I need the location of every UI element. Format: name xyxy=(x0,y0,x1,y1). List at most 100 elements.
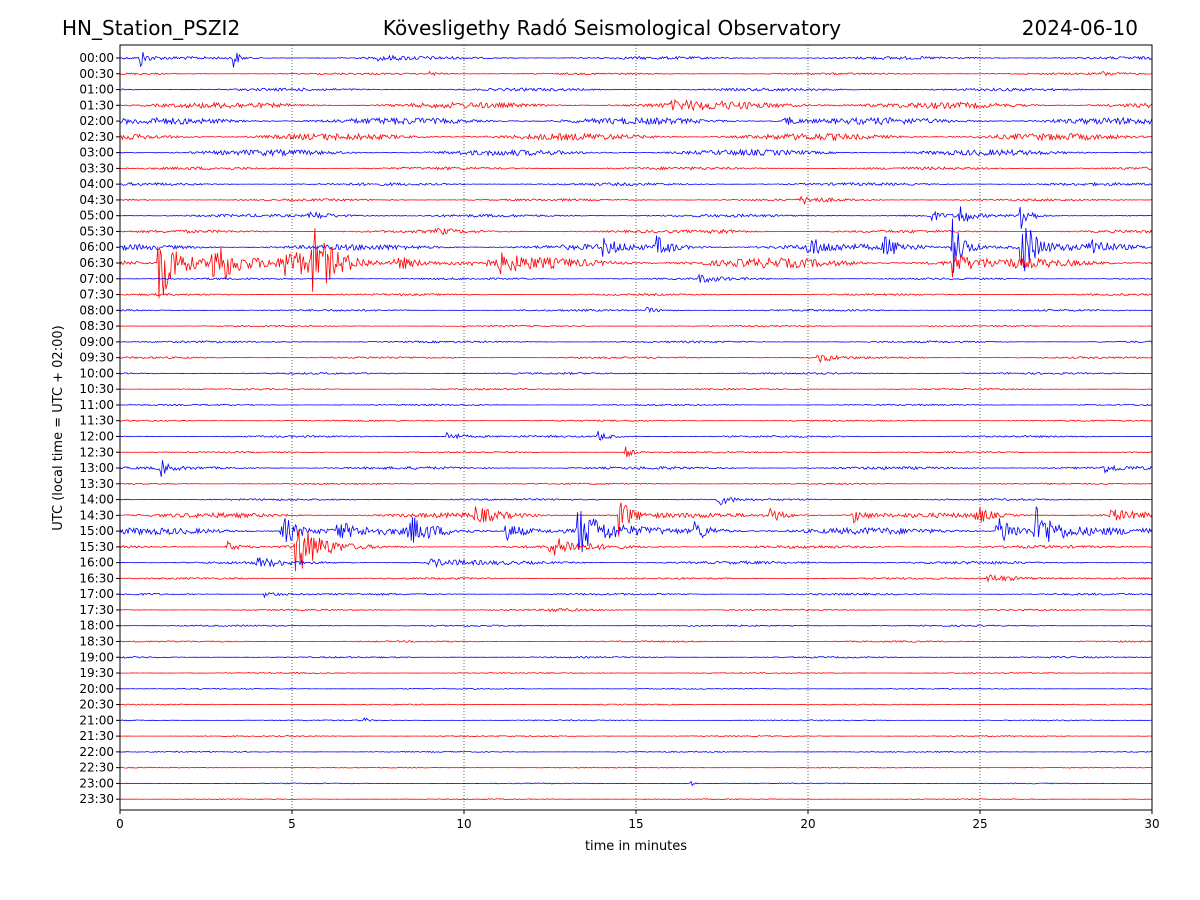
y-tick-label: 13:00 xyxy=(79,461,114,475)
seismic-trace xyxy=(119,403,1153,407)
seismic-trace xyxy=(119,482,1153,486)
y-tick-label: 04:00 xyxy=(79,177,114,191)
seismic-trace xyxy=(119,624,1153,627)
y-tick-label: 07:30 xyxy=(79,288,114,302)
seismic-trace xyxy=(119,529,1153,572)
y-tick-label: 17:00 xyxy=(79,587,114,601)
y-tick-label: 00:30 xyxy=(79,67,114,81)
y-tick-label: 08:30 xyxy=(79,319,114,333)
y-tick-label: 18:30 xyxy=(79,634,114,648)
seismic-trace xyxy=(119,228,1153,236)
seismic-trace xyxy=(119,340,1153,344)
seismic-trace xyxy=(119,766,1153,769)
seismic-trace xyxy=(119,735,1152,738)
y-tick-label: 05:00 xyxy=(79,209,114,223)
seismic-trace xyxy=(119,687,1153,690)
seismic-trace xyxy=(119,324,1153,328)
x-tick-label: 25 xyxy=(972,817,987,831)
y-tick-label: 03:30 xyxy=(79,161,114,175)
seismic-trace xyxy=(119,87,1153,92)
y-tick-label: 11:00 xyxy=(79,398,114,412)
seismic-trace xyxy=(119,371,1153,376)
seismic-trace xyxy=(119,798,1153,801)
y-tick-label: 21:00 xyxy=(79,713,114,727)
y-tick-label: 09:00 xyxy=(79,335,114,349)
y-tick-label: 10:30 xyxy=(79,382,114,396)
y-tick-label: 08:00 xyxy=(79,303,114,317)
y-tick-label: 20:30 xyxy=(79,698,114,712)
seismic-trace xyxy=(119,574,1153,583)
y-tick-label: 04:30 xyxy=(79,193,114,207)
seismic-trace xyxy=(119,195,1153,205)
trace-group xyxy=(119,51,1153,801)
x-tick-label: 0 xyxy=(116,817,124,831)
seismic-trace xyxy=(119,98,1153,112)
y-tick-label: 16:00 xyxy=(79,556,114,570)
seismic-trace xyxy=(119,431,1153,441)
y-tick-label: 23:30 xyxy=(79,792,114,806)
y-tick-label: 01:00 xyxy=(79,83,114,97)
seismic-trace xyxy=(119,306,1153,314)
seismic-trace xyxy=(119,218,1153,273)
y-tick-label: 15:00 xyxy=(79,524,114,538)
chart-title: Kövesligethy Radó Seismological Observat… xyxy=(383,16,841,40)
seismic-trace xyxy=(119,273,1153,284)
y-tick-label: 13:30 xyxy=(79,477,114,491)
seismic-trace xyxy=(119,387,1153,391)
seismic-trace xyxy=(119,354,1153,364)
seismic-trace xyxy=(119,607,1153,613)
y-tick-label: 20:00 xyxy=(79,682,114,696)
station-title: HN_Station_PSZI2 xyxy=(62,16,240,40)
seismic-trace xyxy=(119,460,1153,477)
seismic-trace xyxy=(119,181,1153,187)
seismic-trace xyxy=(119,780,1153,787)
y-tick-label: 22:30 xyxy=(79,761,114,775)
y-tick-label: 06:00 xyxy=(79,240,114,254)
seismic-trace xyxy=(119,557,1153,568)
seismic-trace xyxy=(119,703,1153,706)
x-tick-label: 30 xyxy=(1144,817,1159,831)
x-tick-label: 10 xyxy=(456,817,471,831)
seismic-trace xyxy=(119,502,1153,537)
y-tick-label: 10:00 xyxy=(79,366,114,380)
seismic-trace xyxy=(119,166,1153,171)
y-tick-label: 02:00 xyxy=(79,114,114,128)
y-tick-label: 00:00 xyxy=(79,51,114,65)
seismic-trace xyxy=(119,292,1153,297)
x-tick-label: 15 xyxy=(628,817,643,831)
y-tick-label: 22:00 xyxy=(79,745,114,759)
y-tick-label: 12:00 xyxy=(79,429,114,443)
seismic-trace xyxy=(119,497,1153,506)
seismic-trace xyxy=(119,206,1153,229)
y-tick-label: 18:00 xyxy=(79,619,114,633)
seismic-trace xyxy=(119,750,1153,753)
y-tick-label: 07:00 xyxy=(79,272,114,286)
seismic-trace xyxy=(119,70,1153,77)
y-tick-label: 12:30 xyxy=(79,445,114,459)
seismic-trace xyxy=(119,51,1153,68)
y-tick-label: 14:30 xyxy=(79,508,114,522)
y-tick-label: 02:30 xyxy=(79,130,114,144)
seismic-trace xyxy=(119,655,1153,659)
seismic-trace xyxy=(119,717,1153,722)
seismic-trace xyxy=(119,640,1153,643)
y-tick-label: 06:30 xyxy=(79,256,114,270)
x-axis-label: time in minutes xyxy=(585,839,687,854)
y-tick-label: 01:30 xyxy=(79,98,114,112)
y-tick-label: 11:30 xyxy=(79,414,114,428)
y-tick-label: 05:30 xyxy=(79,224,114,238)
seismic-trace xyxy=(119,506,1153,553)
date-title: 2024-06-10 xyxy=(1022,16,1138,40)
y-tick-label: 16:30 xyxy=(79,571,114,585)
y-axis-label: UTC (local time = UTC + 02:00) xyxy=(51,325,66,530)
y-tick-label: 21:30 xyxy=(79,729,114,743)
y-tick-label: 14:00 xyxy=(79,493,114,507)
seismic-trace xyxy=(119,446,1153,458)
seismic-trace xyxy=(119,419,1153,423)
seismic-trace xyxy=(119,148,1153,158)
y-tick-label: 17:30 xyxy=(79,603,114,617)
y-tick-label: 19:00 xyxy=(79,650,114,664)
